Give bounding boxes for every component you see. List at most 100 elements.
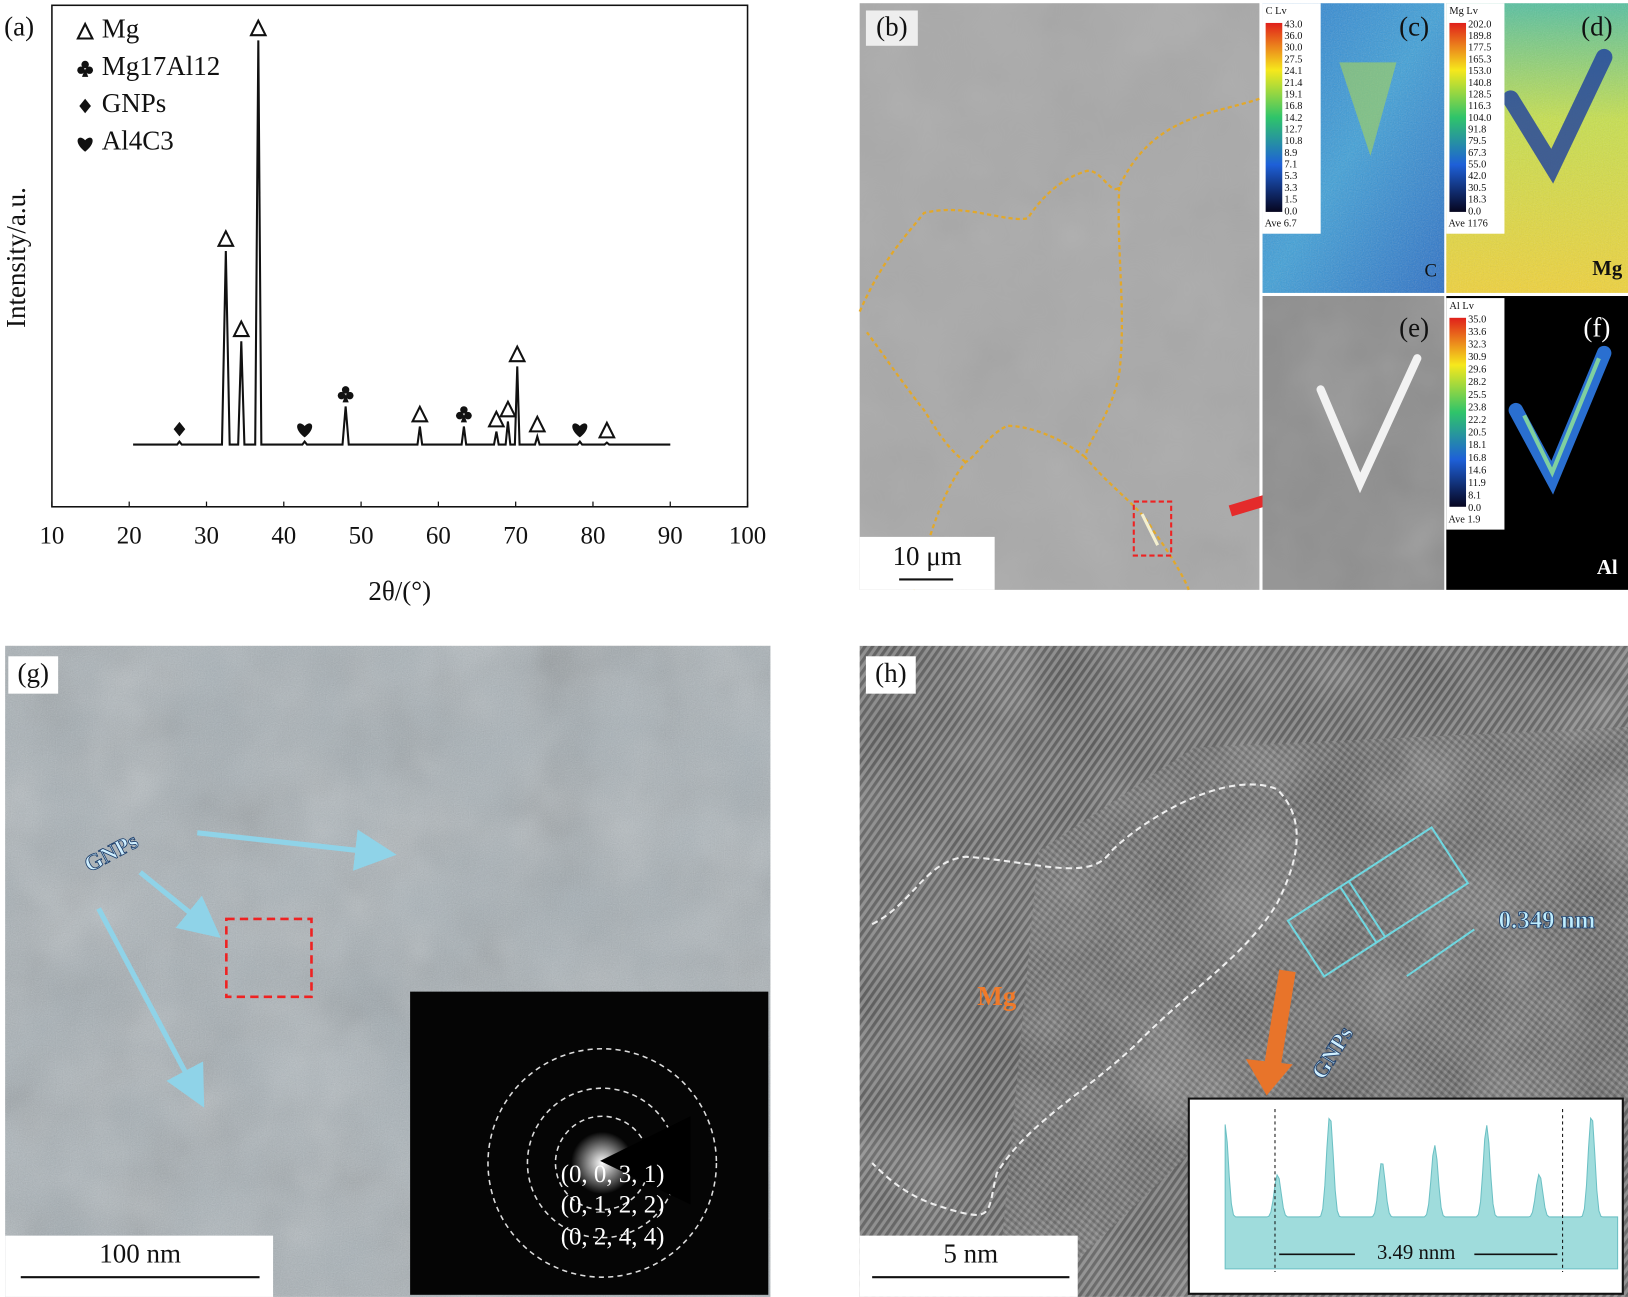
colorbar-label: 165.3: [1468, 54, 1491, 65]
legend-label: Mg17Al12: [102, 51, 220, 81]
colorbar-label: 19.1: [1284, 89, 1302, 100]
arrow: [138, 870, 221, 938]
colorbar-label: 22.2: [1468, 415, 1486, 426]
marker-shape: [76, 21, 95, 40]
marker-shape: [342, 394, 349, 403]
colorbar-label: 0.0: [1468, 206, 1481, 217]
mg-map-panel: Mg Lv Ave 1176 (d) Mg: [1446, 3, 1628, 293]
marker-club: [337, 386, 354, 403]
map-feature: [1339, 62, 1397, 156]
x-tick-label: 10: [39, 523, 64, 550]
region-box: [1132, 500, 1173, 557]
marker-shape: [297, 423, 313, 438]
arrow: [196, 829, 397, 871]
colorbar-label: 128.5: [1468, 89, 1491, 100]
marker-heart: [77, 137, 93, 152]
legend-label: Mg: [102, 13, 139, 43]
marker-triangle: [528, 414, 547, 433]
colorbar-label: 202.0: [1468, 19, 1491, 30]
phase-boundary: [871, 783, 1298, 1216]
label-box: [8, 656, 59, 694]
colorbar-label: 18.3: [1468, 195, 1486, 206]
colorbar-label: 23.8: [1468, 402, 1486, 413]
marker-shape: [498, 399, 517, 418]
panel-label: (g): [17, 658, 48, 688]
average: Ave 1176: [1448, 219, 1487, 230]
panel-label: (c): [1399, 11, 1429, 41]
marker-triangle: [498, 399, 517, 418]
x-tick-label: 30: [194, 523, 219, 550]
marker-shape: [528, 414, 547, 433]
marker-shape: [460, 406, 468, 414]
colorbar-label: 28.2: [1468, 377, 1486, 388]
marker-shape: [487, 409, 506, 428]
colorbar-label: 116.3: [1468, 101, 1491, 112]
marker-club: [77, 60, 94, 77]
element-label: Al: [1597, 557, 1618, 579]
plot-frame: [51, 4, 749, 508]
colorbar-label: 35.0: [1468, 314, 1486, 325]
x-tick-label: 40: [271, 523, 296, 550]
leader: [1406, 928, 1475, 977]
phase-label: Mg: [977, 981, 1016, 1011]
marker-shape: [216, 228, 235, 247]
marker-shape: [460, 414, 468, 423]
colorbar: [1449, 317, 1467, 507]
profile-curve: [1224, 1116, 1619, 1270]
colorbar-label: 153.0: [1468, 66, 1491, 77]
marker-triangle: [216, 228, 235, 247]
colorbar-title: C Lv: [1266, 6, 1288, 17]
marker-club: [455, 406, 472, 423]
colorbar-label: 20.5: [1468, 428, 1486, 439]
beam-stop: [600, 1116, 691, 1205]
marker-triangle: [232, 319, 251, 338]
x-tick-label: 80: [581, 523, 606, 550]
tem-panel: GNPs (0, 0, 3, 1) (0, 1, 2, 2) (0, 2, 4,…: [5, 645, 771, 1297]
label-box: [865, 10, 918, 46]
marker-shape: [464, 411, 472, 420]
colorbar-label: 11.9: [1468, 478, 1486, 489]
panel-label: (e): [1399, 312, 1429, 342]
marker-triangle: [410, 404, 429, 423]
marker-diamond: [173, 421, 186, 437]
x-tick-label: 60: [426, 523, 451, 550]
colorbar-label: 30.0: [1284, 43, 1302, 54]
scale-label: 100 nm: [99, 1239, 181, 1269]
colorbar-title: Mg Lv: [1449, 6, 1478, 17]
profile-label: 3.49 nnm: [1377, 1242, 1455, 1264]
colorbar-label: 29.6: [1468, 365, 1486, 376]
colorbar-label: 32.3: [1468, 339, 1486, 350]
x-axis-label: 2θ/(°): [368, 576, 431, 606]
colorbar-label: 14.6: [1468, 465, 1486, 476]
colorbar-label: 16.8: [1284, 101, 1302, 112]
arrow-head: [1245, 1059, 1293, 1096]
colorbar: [1265, 22, 1283, 212]
marker-shape: [508, 344, 527, 363]
zoom-texture: [1262, 296, 1445, 590]
colorbar-label: 43.0: [1284, 19, 1302, 30]
colorbar-label: 42.0: [1468, 171, 1486, 182]
marker-shape: [455, 411, 464, 420]
marker-shape: [410, 404, 429, 423]
marker-shape: [232, 319, 251, 338]
colorbar-label: 12.7: [1284, 125, 1302, 136]
marker-triangle: [508, 344, 527, 363]
x-tick-label: 70: [503, 523, 528, 550]
colorbar-label: 30.9: [1468, 352, 1486, 363]
colorbar-label: 79.5: [1468, 136, 1486, 147]
x-tick-label: 50: [349, 523, 374, 550]
hrtem-panel: 0.349 nm Mg GNPs 3.49 nnm 5 nm (h): [859, 645, 1628, 1297]
legend-label: GNPs: [102, 88, 166, 118]
marker-shape: [173, 421, 186, 437]
colorbar-label: 189.8: [1468, 31, 1491, 42]
colorbar-label: 140.8: [1468, 78, 1491, 89]
grain-boundary: [858, 97, 1260, 591]
marker-shape: [85, 66, 94, 74]
panel-label: (h): [875, 658, 906, 688]
colorbar-label: 55.0: [1468, 160, 1486, 171]
map-feature: [1522, 357, 1601, 478]
colorbar-label: 16.8: [1468, 453, 1486, 464]
index-label: (0, 1, 2, 2): [561, 1191, 665, 1218]
marker-shape: [249, 18, 268, 37]
